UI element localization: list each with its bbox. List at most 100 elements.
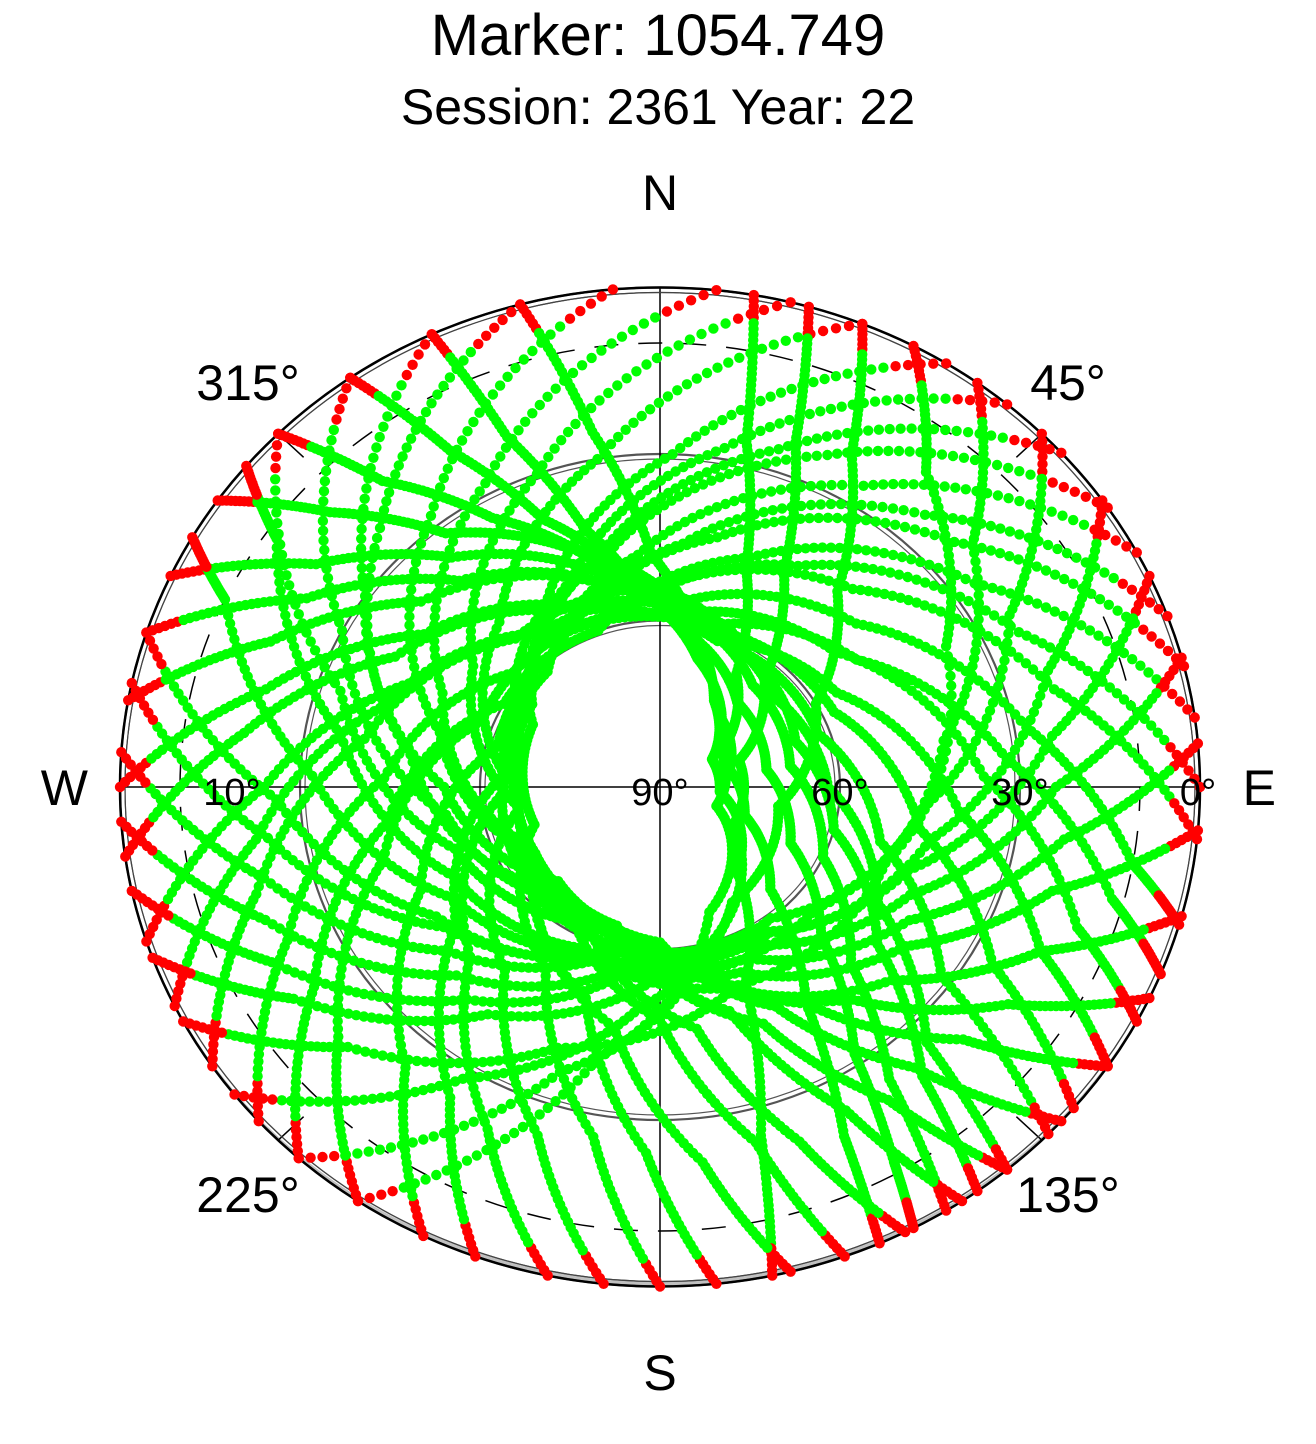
track-point: [952, 394, 963, 405]
track-point: [831, 429, 843, 440]
track-point: [985, 520, 996, 532]
chart-subtitle: Session: 2361 Year: 22: [400, 79, 916, 135]
track-point: [881, 395, 892, 406]
track-point: [1068, 514, 1079, 526]
chart-title: Marker: 1054.749: [430, 3, 886, 68]
track-point: [1093, 630, 1104, 641]
track-point: [957, 514, 968, 525]
track-point: [1078, 519, 1090, 530]
track-point: [1127, 654, 1138, 665]
track-point: [896, 551, 908, 563]
track-point: [758, 506, 769, 518]
track-point: [1014, 495, 1025, 507]
track-point: [898, 505, 909, 516]
track-point: [723, 468, 735, 480]
track-point: [1080, 491, 1092, 502]
track-point: [805, 499, 817, 511]
track-point: [1182, 704, 1193, 715]
track-point: [804, 513, 815, 524]
track-point: [776, 503, 788, 514]
track-point: [767, 505, 778, 516]
track-point: [958, 538, 969, 549]
track-point: [1099, 567, 1110, 578]
track-point: [1058, 481, 1070, 493]
track-point: [939, 481, 950, 492]
track-point: [989, 397, 1000, 408]
track-point: [1126, 584, 1138, 595]
track-point: [1020, 437, 1032, 448]
track-point: [825, 498, 837, 510]
track-point: [1004, 526, 1016, 537]
track-point: [681, 379, 693, 390]
track-point: [919, 509, 931, 520]
track-point: [1094, 594, 1106, 605]
track-point: [902, 359, 914, 371]
track-point: [1154, 638, 1166, 649]
track-point: [729, 495, 740, 507]
track-point: [1131, 547, 1143, 558]
track-point: [1189, 712, 1200, 723]
track-point: [904, 393, 915, 405]
track-point: [765, 391, 776, 402]
track-point: [816, 480, 827, 491]
track-point: [878, 479, 889, 490]
track-point: [924, 559, 935, 570]
track-point: [822, 449, 833, 461]
track-point: [874, 1238, 885, 1249]
track-point: [712, 362, 723, 373]
track-point: [856, 499, 867, 511]
track-point: [691, 373, 702, 384]
track-point: [628, 417, 639, 428]
track-point: [819, 373, 830, 385]
track-point: [972, 1185, 983, 1197]
track-point: [888, 478, 899, 490]
track-point: [995, 523, 1006, 534]
track-point: [832, 512, 843, 524]
track-point: [1025, 499, 1036, 510]
track-point: [1047, 477, 1058, 488]
track-point: [904, 446, 915, 457]
track-point: [964, 394, 976, 406]
track-point: [928, 358, 939, 369]
track-point: [804, 408, 815, 420]
track-point: [832, 448, 843, 459]
track-point: [727, 456, 738, 468]
track-point: [728, 438, 739, 449]
track-point: [662, 391, 674, 402]
track-point: [887, 549, 899, 561]
track-point: [908, 479, 919, 490]
track-point: [1162, 645, 1174, 657]
track-point: [892, 394, 904, 405]
track-point: [805, 480, 817, 492]
track-point: [701, 367, 713, 379]
track-point: [773, 444, 784, 455]
track-point: [906, 554, 917, 565]
track-point: [835, 498, 847, 510]
track-point: [890, 519, 901, 530]
track-point: [691, 431, 702, 442]
track-point: [843, 320, 855, 332]
track-point: [764, 421, 776, 433]
track-point: [860, 545, 872, 556]
track-point: [951, 425, 962, 437]
track-point: [941, 1205, 952, 1216]
track-point: [672, 385, 683, 396]
track-point: [1042, 539, 1054, 551]
track-point: [717, 414, 728, 426]
track-point: [863, 425, 874, 436]
track-point: [813, 512, 824, 524]
track-point: [830, 323, 842, 334]
track-point: [885, 567, 896, 578]
track-point: [928, 393, 939, 404]
track-point: [786, 383, 797, 395]
track-point: [1117, 578, 1129, 589]
track-point: [732, 465, 744, 477]
track-point: [1046, 506, 1057, 517]
track-point: [808, 376, 819, 388]
track-point: [884, 423, 895, 435]
track-point: [870, 516, 881, 527]
track-point: [815, 499, 826, 510]
track-point: [771, 456, 782, 467]
track-point: [1025, 469, 1036, 480]
